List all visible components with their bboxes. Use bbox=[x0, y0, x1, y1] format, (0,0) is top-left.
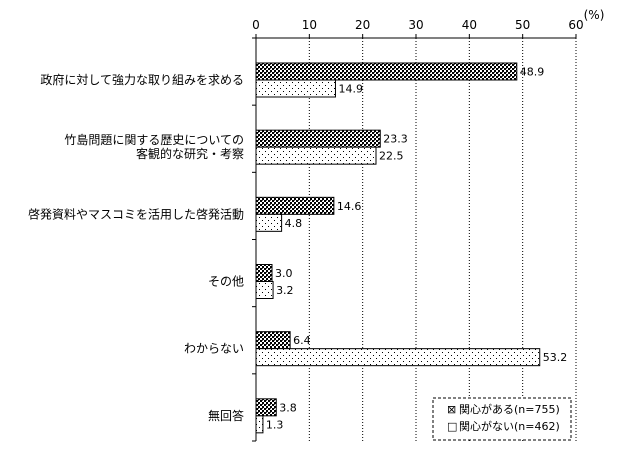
bar-s1-c2 bbox=[255, 213, 283, 232]
bar-s0-c5 bbox=[255, 398, 277, 417]
bar-s1-c1 bbox=[255, 146, 377, 165]
value-label-s1-c3: 3.2 bbox=[276, 284, 294, 297]
bar-s0-c1 bbox=[255, 129, 381, 148]
category-label-0-0: 政府に対して強力な取り組みを求める bbox=[40, 72, 244, 87]
category-label-1-0: 竹島問題に関する歴史についての bbox=[64, 132, 244, 147]
category-label-5-0: 無回答 bbox=[208, 408, 244, 423]
bar-s0-c3 bbox=[255, 264, 273, 282]
x-tick-label-50: 50 bbox=[515, 18, 530, 32]
legend-marker-0: ⊠ bbox=[447, 403, 456, 416]
x-tick-label-20: 20 bbox=[355, 18, 370, 32]
x-tick-label-60: 60 bbox=[568, 18, 583, 32]
bar-s1-c3 bbox=[255, 281, 274, 299]
bar-s1-c4 bbox=[255, 348, 541, 367]
bar-s0-c2 bbox=[255, 196, 335, 215]
value-label-s0-c3: 3.0 bbox=[275, 267, 293, 280]
bar-s1-c0 bbox=[255, 79, 336, 98]
x-tick-label-30: 30 bbox=[408, 18, 423, 32]
value-label-s0-c5: 3.8 bbox=[279, 401, 297, 414]
value-label-s1-c1: 22.5 bbox=[379, 150, 404, 163]
value-label-s1-c0: 14.9 bbox=[338, 83, 363, 96]
category-label-3-0: その他 bbox=[208, 275, 244, 289]
x-tick-label-40: 40 bbox=[462, 18, 477, 32]
unit-label: (%) bbox=[584, 8, 605, 22]
value-label-s0-c2: 14.6 bbox=[337, 200, 362, 213]
legend-label-1: 関心がない(n=462) bbox=[459, 419, 560, 433]
x-tick-label-0: 0 bbox=[252, 18, 260, 32]
bar-s1-c5 bbox=[255, 415, 264, 434]
value-label-s0-c4: 6.4 bbox=[293, 334, 311, 347]
category-label-1-1: 客観的な研究・考察 bbox=[136, 146, 244, 161]
legend-box bbox=[432, 397, 572, 441]
value-label-s1-c5: 1.3 bbox=[266, 418, 284, 431]
legend-label-0: 関心がある(n=755) bbox=[459, 402, 560, 416]
bar-s0-c4 bbox=[255, 331, 291, 350]
x-tick-label-10: 10 bbox=[302, 18, 317, 32]
value-label-s0-c1: 23.3 bbox=[383, 133, 408, 146]
value-label-s1-c4: 53.2 bbox=[543, 351, 568, 364]
category-label-2-0: 啓発資料やマスコミを活用した啓発活動 bbox=[28, 206, 244, 221]
bar-s0-c0 bbox=[255, 62, 518, 81]
legend-marker-1: □ bbox=[447, 420, 457, 433]
value-label-s1-c2: 4.8 bbox=[285, 217, 303, 230]
value-label-s0-c0: 48.9 bbox=[520, 66, 545, 79]
category-label-4-0: わからない bbox=[184, 342, 244, 356]
